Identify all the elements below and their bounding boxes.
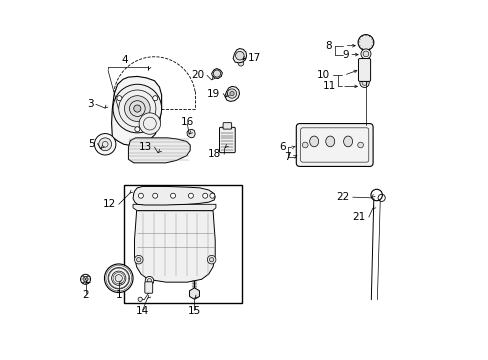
Circle shape	[99, 138, 111, 151]
FancyBboxPatch shape	[223, 123, 231, 129]
Text: 6: 6	[278, 142, 285, 152]
Text: 14: 14	[136, 306, 149, 316]
Circle shape	[203, 193, 207, 198]
Polygon shape	[233, 49, 246, 63]
Circle shape	[213, 70, 220, 77]
Circle shape	[104, 264, 133, 293]
Text: 10: 10	[316, 70, 329, 80]
Polygon shape	[224, 86, 239, 102]
Text: 12: 12	[102, 199, 116, 209]
Text: 22: 22	[336, 192, 349, 202]
Circle shape	[359, 78, 368, 87]
FancyBboxPatch shape	[219, 127, 235, 153]
Text: 20: 20	[191, 70, 203, 80]
Polygon shape	[134, 211, 215, 282]
Text: 16: 16	[181, 117, 194, 127]
Circle shape	[235, 51, 244, 60]
FancyBboxPatch shape	[144, 282, 152, 293]
Circle shape	[209, 193, 214, 198]
Polygon shape	[133, 204, 216, 211]
Circle shape	[111, 271, 125, 285]
Circle shape	[135, 127, 140, 132]
Circle shape	[113, 84, 162, 133]
Text: 21: 21	[352, 212, 365, 222]
Circle shape	[138, 193, 143, 198]
Circle shape	[238, 60, 244, 66]
Text: 3: 3	[87, 99, 94, 109]
Text: 13: 13	[138, 142, 151, 152]
Circle shape	[145, 276, 153, 285]
FancyBboxPatch shape	[358, 59, 370, 81]
Circle shape	[81, 274, 90, 284]
Circle shape	[302, 142, 307, 148]
Circle shape	[229, 91, 234, 96]
Circle shape	[357, 35, 373, 50]
Circle shape	[147, 279, 151, 283]
Circle shape	[361, 80, 366, 85]
Circle shape	[152, 96, 158, 101]
Polygon shape	[186, 129, 195, 138]
Circle shape	[94, 134, 116, 155]
Text: 4: 4	[122, 55, 128, 65]
Circle shape	[139, 113, 160, 134]
Text: 2: 2	[82, 290, 89, 300]
Polygon shape	[211, 68, 222, 78]
Polygon shape	[111, 76, 162, 146]
Polygon shape	[133, 186, 215, 205]
Polygon shape	[128, 138, 190, 163]
Circle shape	[357, 142, 363, 148]
Text: 8: 8	[325, 41, 331, 51]
Circle shape	[209, 257, 213, 262]
Text: 18: 18	[207, 149, 221, 159]
Text: 11: 11	[322, 81, 335, 91]
FancyBboxPatch shape	[296, 123, 372, 166]
Text: 9: 9	[342, 50, 348, 60]
Circle shape	[360, 49, 370, 59]
Circle shape	[134, 105, 141, 112]
Circle shape	[188, 193, 193, 198]
Circle shape	[134, 255, 143, 264]
Polygon shape	[189, 288, 199, 299]
Text: 5: 5	[88, 139, 94, 149]
Circle shape	[207, 255, 216, 264]
Ellipse shape	[309, 136, 318, 147]
Circle shape	[136, 257, 141, 262]
Circle shape	[363, 51, 368, 57]
Text: 1: 1	[115, 290, 122, 300]
Circle shape	[117, 96, 122, 101]
Ellipse shape	[325, 136, 334, 147]
Ellipse shape	[343, 136, 352, 147]
Text: 17: 17	[247, 53, 261, 63]
Bar	[124, 185, 242, 303]
Text: 19: 19	[206, 89, 220, 99]
Circle shape	[227, 89, 236, 98]
Text: 15: 15	[187, 306, 201, 316]
Circle shape	[124, 96, 150, 121]
Text: 7: 7	[284, 152, 290, 162]
Circle shape	[170, 193, 175, 198]
Circle shape	[138, 297, 142, 301]
Circle shape	[83, 277, 88, 282]
Circle shape	[152, 193, 157, 198]
